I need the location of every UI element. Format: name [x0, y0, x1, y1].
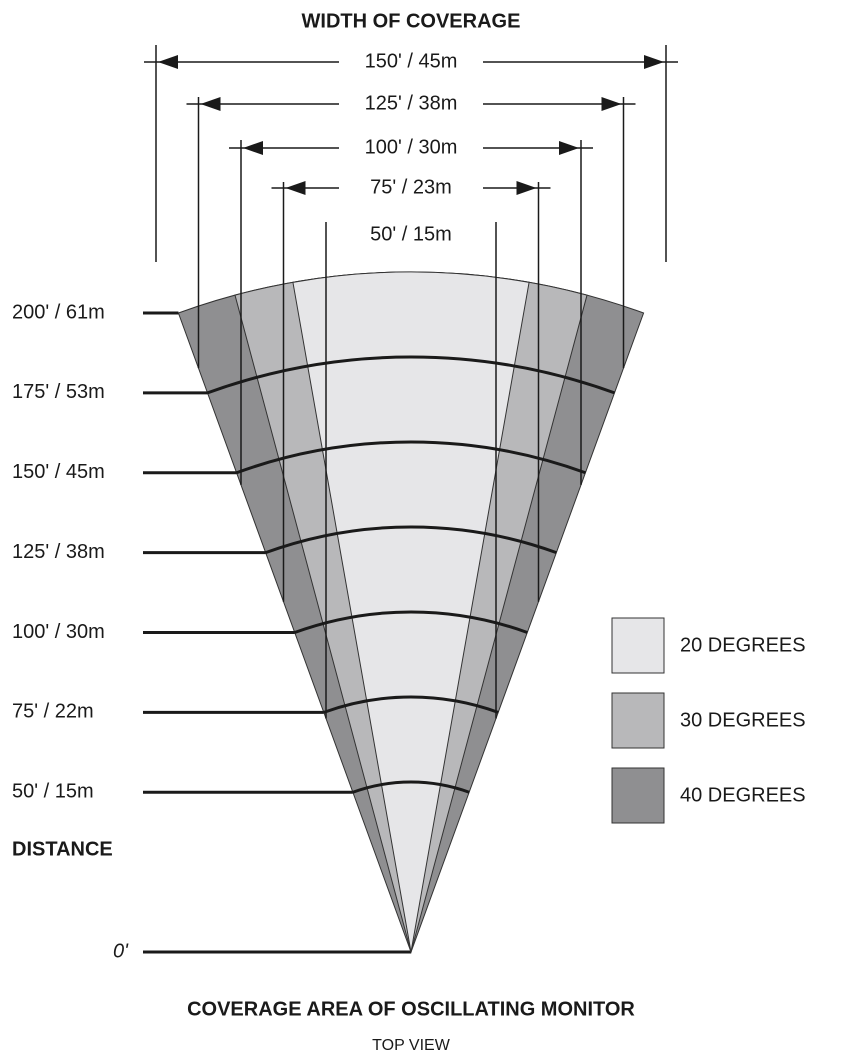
distance-label: DISTANCE	[12, 838, 113, 860]
width-text: 125' / 38m	[365, 92, 458, 114]
distance-arc	[236, 440, 586, 475]
arrow-head	[601, 97, 622, 111]
title: WIDTH OF COVERAGE	[302, 10, 521, 32]
origin-label: 0'	[113, 940, 129, 962]
distance-arc	[352, 780, 470, 794]
arrow-head	[285, 181, 306, 195]
distance-text: 150' / 45m	[12, 461, 105, 483]
arrow-head	[200, 97, 221, 111]
distance-arc	[265, 525, 557, 555]
arrow-head	[158, 55, 178, 69]
distance-text: 175' / 53m	[12, 381, 105, 403]
distance-text: 200' / 61m	[12, 301, 105, 323]
legend-swatch	[611, 767, 665, 824]
distance-text: 100' / 30m	[12, 621, 105, 643]
legend-swatch	[611, 692, 665, 749]
arrow-head	[516, 181, 537, 195]
distance-arc	[323, 695, 499, 714]
width-text: 150' / 45m	[365, 50, 458, 72]
width-text: 50' / 15m	[370, 223, 452, 245]
distance-text: 125' / 38m	[12, 541, 105, 563]
width-text: 75' / 23m	[370, 176, 452, 198]
subcaption: TOP VIEW	[372, 1037, 451, 1054]
distance-text: 50' / 15m	[12, 781, 94, 803]
legend-text: 40 DEGREES	[680, 784, 806, 806]
caption: COVERAGE AREA OF OSCILLATING MONITOR	[187, 998, 635, 1020]
legend-text: 30 DEGREES	[680, 709, 806, 731]
legend-swatch	[611, 617, 665, 674]
distance-arc	[206, 355, 616, 395]
arrow-head	[559, 141, 579, 155]
arrow-head	[644, 55, 664, 69]
width-text: 100' / 30m	[365, 136, 458, 158]
arrow-head	[243, 141, 263, 155]
distance-text: 75' / 22m	[12, 701, 94, 723]
distance-arc	[294, 610, 528, 634]
legend-text: 20 DEGREES	[680, 634, 806, 656]
